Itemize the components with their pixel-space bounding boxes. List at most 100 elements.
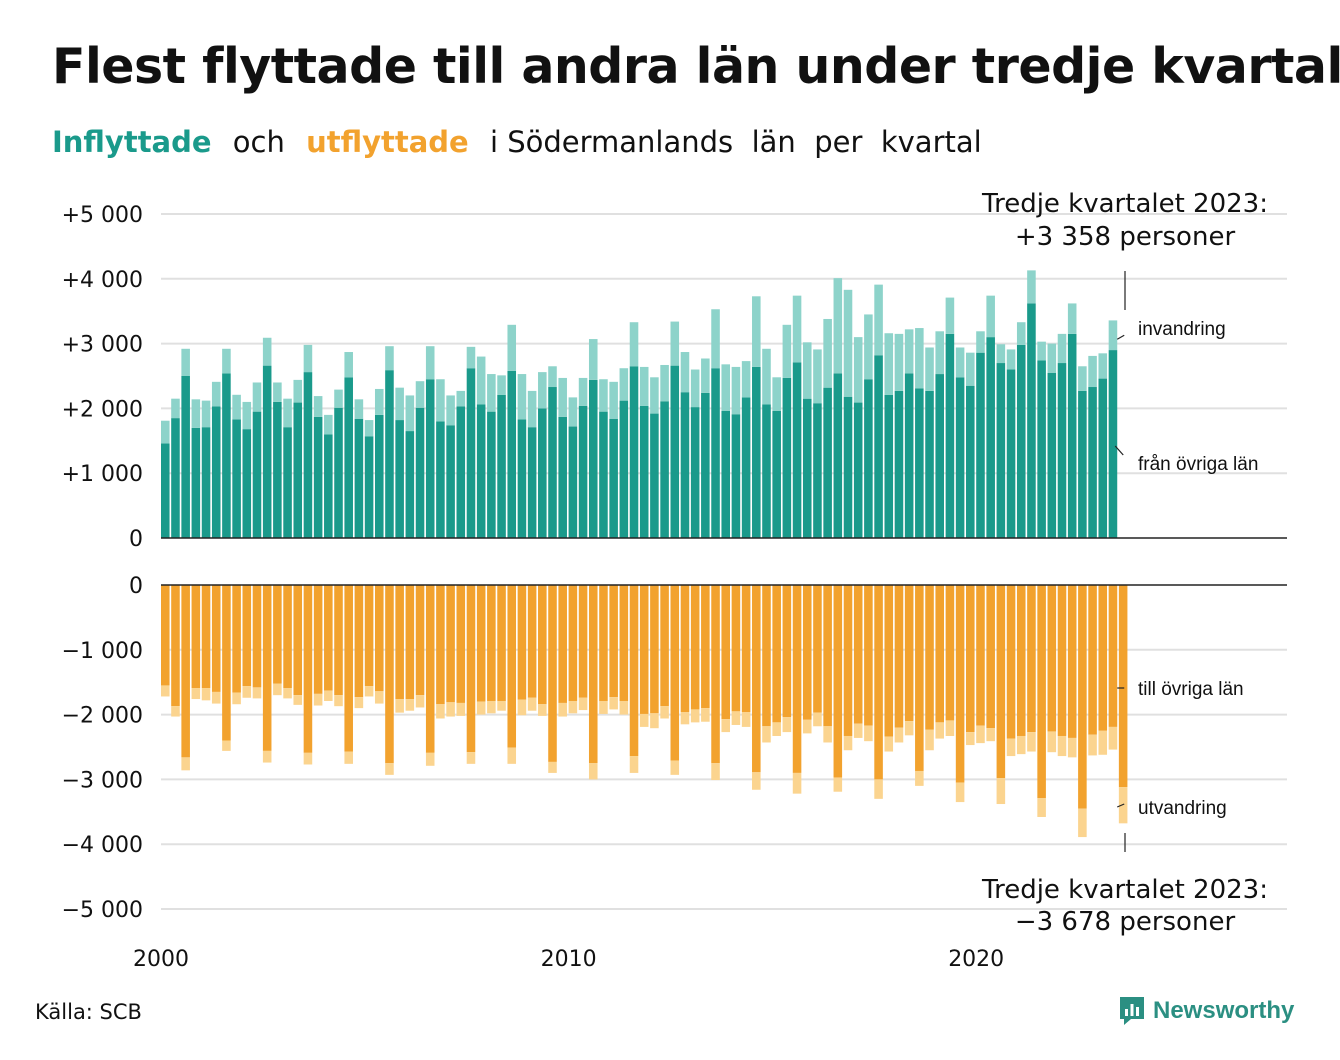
bar-domestic-out: [670, 585, 680, 761]
bar-domestic-in: [711, 368, 720, 538]
bar-domestic-in: [568, 426, 578, 538]
bar-domestic-in: [456, 406, 466, 538]
bar-domestic-out: [1108, 585, 1118, 727]
bar-domestic-in: [273, 401, 282, 538]
bar-domestic-in: [639, 405, 649, 538]
bar-immigration: [385, 346, 394, 371]
bar-domestic-out: [1057, 585, 1067, 736]
bar-emigration: [1047, 731, 1057, 753]
bar-immigration: [629, 322, 639, 367]
bar-emigration: [578, 697, 588, 711]
bar-domestic-in: [599, 411, 608, 538]
bar-emigration: [548, 761, 557, 773]
y-tick-label-lower: −2 000: [62, 704, 143, 729]
bar-immigration: [354, 399, 364, 419]
bar-emigration: [772, 722, 781, 736]
annotation-upper-line2: +3 358 personer: [1015, 222, 1236, 252]
bar-emigration: [395, 699, 404, 713]
bar-domestic-out: [721, 585, 731, 720]
bar-domestic-in: [324, 434, 333, 538]
bar-domestic-in: [385, 370, 394, 538]
bar-domestic-in: [1108, 350, 1118, 538]
bar-emigration: [660, 706, 669, 719]
bar-domestic-out: [588, 585, 598, 764]
bar-domestic-out: [772, 585, 781, 723]
bar-domestic-in: [497, 394, 506, 538]
bar-domestic-in: [252, 411, 262, 538]
bar-domestic-out: [303, 585, 313, 753]
bar-emigration: [161, 685, 170, 697]
bar-emigration: [171, 706, 180, 717]
bar-domestic-in: [670, 365, 680, 538]
bar-domestic-in: [344, 377, 353, 538]
bar-domestic-out: [171, 585, 180, 707]
bar-domestic-out: [619, 585, 629, 701]
bar-emigration: [436, 704, 445, 719]
bar-domestic-in: [446, 425, 455, 538]
bar-immigration: [283, 398, 292, 428]
bar-emigration: [915, 770, 924, 786]
bar-immigration: [945, 297, 955, 334]
bar-domestic-in: [201, 427, 211, 538]
bar-domestic-in: [904, 373, 914, 538]
y-tick-label-lower: 0: [129, 574, 143, 599]
bar-domestic-out: [558, 585, 567, 703]
bar-emigration: [945, 720, 955, 736]
bar-immigration: [915, 328, 924, 389]
bar-domestic-out: [966, 585, 975, 733]
bar-immigration: [884, 333, 894, 395]
bar-immigration: [782, 324, 792, 378]
y-tick-label-lower: −4 000: [62, 833, 143, 858]
bar-emigration: [1006, 738, 1016, 757]
bar-immigration: [527, 390, 537, 428]
bar-domestic-out: [211, 585, 221, 692]
y-tick-label-upper: 0: [129, 527, 143, 552]
bar-domestic-in: [609, 418, 618, 538]
bar-immigration: [405, 395, 415, 432]
bar-domestic-in: [588, 379, 598, 538]
bar-immigration: [507, 324, 517, 371]
x-tick-label: 2010: [541, 947, 597, 972]
bar-emigration: [252, 687, 262, 699]
bar-emigration: [487, 700, 496, 714]
bar-immigration: [242, 401, 252, 430]
bar-emigration: [782, 717, 792, 733]
bar-domestic-in: [833, 373, 843, 538]
bar-immigration: [904, 329, 914, 374]
bar-immigration: [395, 387, 404, 421]
bar-domestic-in: [884, 394, 894, 538]
bar-emigration: [588, 763, 598, 780]
bar-domestic-in: [578, 405, 588, 538]
bar-immigration: [894, 333, 904, 391]
bar-domestic-in: [894, 390, 904, 538]
bar-immigration: [497, 375, 506, 395]
bar-domestic-in: [1047, 372, 1057, 538]
bar-domestic-out: [813, 585, 822, 713]
bar-emigration: [1098, 730, 1108, 755]
bar-domestic-out: [527, 585, 537, 698]
bar-domestic-in: [222, 373, 231, 538]
bar-immigration: [1057, 333, 1067, 364]
bar-emigration: [324, 690, 333, 701]
bar-domestic-out: [415, 585, 425, 696]
bar-domestic-in: [772, 410, 781, 538]
bar-domestic-out: [1006, 585, 1016, 739]
bar-domestic-out: [476, 585, 486, 702]
bar-domestic-in: [1027, 303, 1036, 538]
bar-domestic-out: [629, 585, 639, 757]
bar-domestic-in: [741, 397, 751, 538]
bar-emigration: [517, 699, 527, 716]
bar-domestic-in: [935, 374, 944, 538]
bar-domestic-out: [711, 585, 720, 764]
bar-domestic-out: [487, 585, 496, 701]
bar-immigration: [731, 366, 741, 415]
bar-emigration: [894, 727, 904, 743]
bar-immigration: [313, 396, 323, 417]
bar-emigration: [966, 732, 975, 746]
bar-domestic-out: [1016, 585, 1026, 736]
bar-domestic-out: [986, 585, 995, 729]
bar-immigration: [864, 314, 873, 380]
bar-domestic-out: [823, 585, 832, 727]
bar-immigration: [436, 379, 445, 422]
bar-immigration: [701, 358, 710, 393]
